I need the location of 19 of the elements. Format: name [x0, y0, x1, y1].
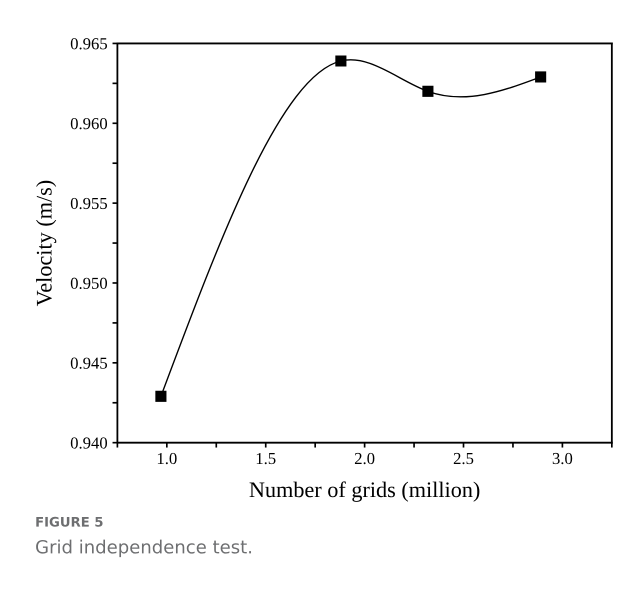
y-tick-label: 0.955 — [70, 198, 108, 210]
y-tick-label: 0.940 — [70, 437, 108, 449]
x-tick-label: 2.5 — [454, 452, 474, 464]
point — [535, 71, 546, 83]
y-tick-label: 0.950 — [70, 278, 108, 289]
y-tick-label: 0.965 — [70, 38, 108, 50]
point — [335, 55, 346, 67]
x-tick-label: 3.0 — [552, 452, 572, 464]
x-axis-title: Number of grids (million) — [250, 481, 480, 502]
y-axis-title: Velocity (m/s) — [36, 180, 56, 306]
x-tick-label: 1.5 — [256, 452, 276, 464]
point — [155, 390, 166, 402]
y-tick-label: 0.960 — [70, 118, 108, 130]
x-tick-label: 2.0 — [354, 452, 374, 464]
x-tick-label: 1.0 — [158, 452, 177, 464]
caption: FIGURE 5 — [36, 516, 103, 527]
text: Grid independence test. — [36, 540, 252, 558]
y-tick-label: 0.945 — [70, 358, 108, 369]
point — [422, 86, 434, 97]
